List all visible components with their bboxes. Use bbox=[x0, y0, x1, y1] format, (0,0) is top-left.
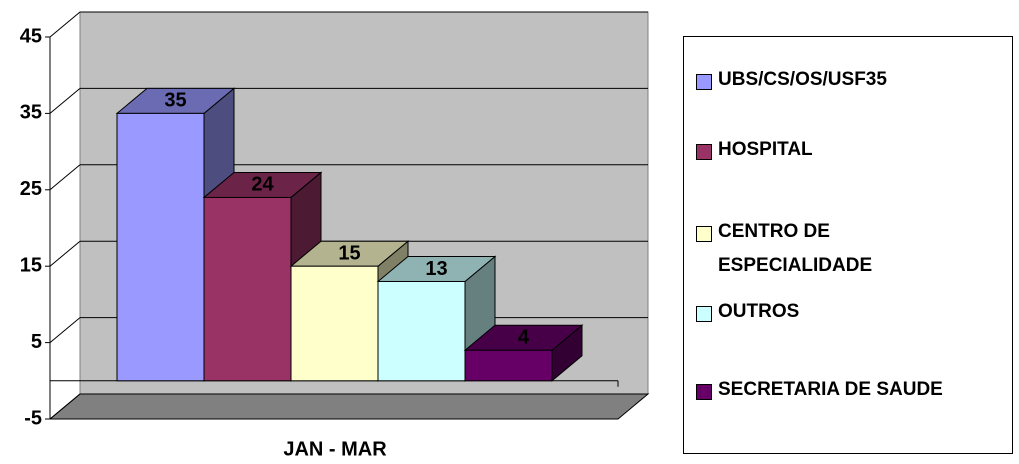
legend-swatch bbox=[696, 144, 712, 160]
data-label: 13 bbox=[425, 258, 447, 280]
legend-entry: CENTRO DE ESPECIALIDADE bbox=[696, 221, 988, 283]
bar bbox=[203, 196, 292, 382]
legend-swatch bbox=[696, 306, 712, 322]
y-tick-label: 25 bbox=[20, 178, 42, 200]
y-tick-label: -5 bbox=[24, 407, 42, 429]
legend-swatch bbox=[696, 74, 712, 90]
grid-line bbox=[49, 11, 81, 38]
bar bbox=[464, 349, 553, 382]
legend: UBS/CS/OS/USF35 HOSPITAL CENTRO DE ESPECIA… bbox=[683, 36, 1013, 454]
legend-label: CENTRO DE ESPECIALIDADE bbox=[718, 221, 873, 276]
legend-label: OUTROS bbox=[718, 301, 800, 322]
legend-label: HOSPITAL bbox=[718, 139, 813, 160]
x-tick-label: JAN - MAR bbox=[283, 438, 387, 460]
legend-swatch bbox=[696, 226, 712, 242]
grid-line bbox=[49, 240, 81, 267]
legend-entry: SECRETARIA DE SAUDE bbox=[696, 379, 943, 407]
y-tick-label: 45 bbox=[20, 25, 42, 47]
bar bbox=[377, 280, 466, 382]
y-tick-label: 15 bbox=[20, 254, 42, 276]
legend-entry: HOSPITAL bbox=[696, 139, 813, 167]
data-label: 15 bbox=[338, 242, 360, 264]
grid-line bbox=[49, 393, 81, 420]
legend-swatch bbox=[696, 384, 712, 400]
grid-line bbox=[49, 317, 81, 343]
chart: -5 5 15 25 35 45 35 24 15 13 4 JAN - MAR bbox=[20, 11, 650, 460]
legend-label: UBS/CS/OS/USF35 bbox=[718, 69, 887, 90]
bar bbox=[290, 265, 379, 382]
grid-line bbox=[49, 164, 81, 191]
grid-line bbox=[49, 88, 81, 114]
legend-entry: OUTROS bbox=[696, 301, 799, 329]
y-tick-label: 35 bbox=[20, 102, 42, 124]
floor bbox=[48, 393, 650, 420]
data-label: 35 bbox=[164, 90, 186, 112]
y-tick-label: 5 bbox=[31, 331, 42, 353]
legend-label: SECRETARIA DE SAUDE bbox=[718, 379, 943, 400]
data-label: 24 bbox=[251, 174, 274, 196]
data-label: 4 bbox=[518, 327, 530, 349]
legend-entry: UBS/CS/OS/USF35 bbox=[696, 69, 887, 97]
bar bbox=[116, 112, 205, 382]
